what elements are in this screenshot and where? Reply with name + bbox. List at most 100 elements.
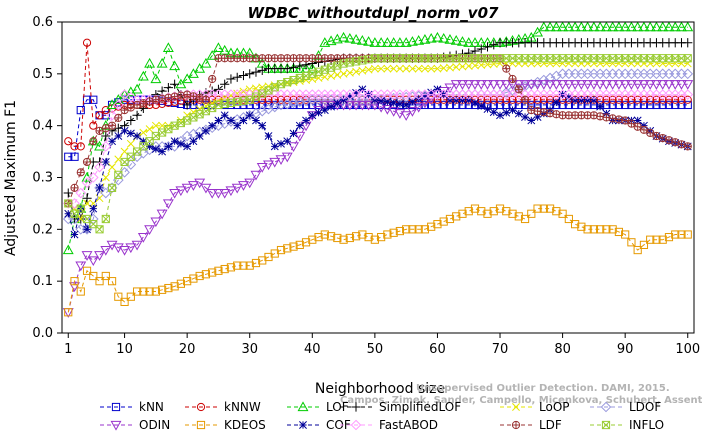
data-point	[444, 83, 456, 94]
data-point	[439, 100, 448, 110]
data-point	[489, 95, 498, 104]
data-point	[389, 64, 398, 73]
data-point	[195, 132, 204, 140]
legend-label: kNN	[139, 400, 164, 414]
data-point	[677, 230, 686, 239]
data-point	[194, 63, 206, 73]
legend-label: LDOF	[629, 400, 661, 414]
data-point	[508, 106, 517, 115]
data-point	[446, 63, 454, 72]
data-point	[257, 65, 267, 75]
data-point	[89, 95, 98, 104]
data-point	[676, 80, 687, 90]
data-point	[145, 125, 154, 134]
data-point	[164, 142, 173, 151]
data-point	[76, 142, 85, 151]
series-kdeos	[64, 204, 692, 317]
data-point	[502, 108, 511, 117]
data-point	[263, 103, 274, 115]
data-point	[245, 100, 254, 110]
data-point	[125, 243, 137, 254]
data-point	[495, 100, 505, 110]
data-point	[644, 21, 656, 32]
data-point	[614, 227, 624, 237]
data-point	[133, 132, 142, 140]
data-point	[370, 64, 379, 73]
legend-swatch-marker	[512, 403, 520, 411]
data-point	[106, 182, 118, 194]
data-point	[500, 87, 512, 98]
data-point	[264, 132, 273, 140]
data-point	[627, 95, 636, 104]
legend-item-knnw: kNNW	[185, 400, 261, 414]
data-point	[108, 163, 117, 172]
data-point	[70, 277, 79, 286]
data-point	[206, 50, 218, 60]
data-point	[120, 297, 129, 306]
data-point	[208, 268, 217, 277]
data-point	[589, 225, 598, 234]
data-point	[450, 35, 462, 45]
data-point	[220, 264, 229, 274]
legend-label: LoOP	[539, 400, 570, 414]
data-point	[119, 89, 130, 100]
data-point	[483, 105, 492, 114]
data-point	[563, 21, 575, 32]
data-point	[238, 181, 249, 191]
data-point	[621, 95, 630, 104]
data-point	[644, 80, 656, 90]
data-point	[212, 188, 224, 199]
data-point	[682, 89, 694, 100]
data-point	[82, 38, 92, 47]
data-point	[226, 74, 236, 84]
data-point	[633, 95, 642, 104]
data-point	[126, 129, 135, 138]
data-point	[201, 95, 211, 104]
data-point	[107, 121, 117, 130]
data-point	[539, 204, 548, 213]
x-tick-label: 60	[429, 342, 446, 357]
data-point	[75, 187, 87, 199]
data-point	[170, 282, 179, 291]
data-point	[219, 44, 231, 55]
data-point	[144, 225, 156, 235]
data-point	[671, 95, 680, 104]
data-point	[194, 178, 206, 189]
series-line	[67, 83, 688, 313]
data-point	[270, 95, 279, 104]
data-point	[658, 235, 667, 244]
data-point	[400, 37, 412, 47]
data-point	[545, 204, 555, 213]
data-point	[575, 80, 587, 90]
data-point	[608, 95, 617, 104]
data-point	[420, 91, 429, 100]
data-point	[377, 96, 386, 105]
data-point	[300, 95, 312, 107]
data-point	[189, 274, 198, 283]
legend-swatch-marker	[511, 420, 521, 430]
data-point	[669, 80, 681, 90]
y-tick-label: 0.3	[32, 171, 53, 186]
legend-item-inflo: INFLO	[590, 418, 664, 432]
data-point	[82, 193, 92, 203]
data-point	[183, 142, 192, 151]
data-point	[352, 67, 361, 76]
data-point	[144, 57, 156, 68]
data-point	[677, 95, 686, 104]
legend-item-loop: LoOP	[500, 400, 570, 414]
data-point	[539, 95, 548, 104]
data-point	[70, 152, 79, 161]
data-point	[132, 287, 142, 296]
data-point	[427, 100, 436, 110]
data-point	[613, 21, 625, 32]
data-point	[101, 173, 110, 182]
y-tick-label: 0.2	[32, 222, 53, 237]
data-point	[395, 226, 405, 236]
data-point	[82, 266, 92, 275]
data-point	[151, 121, 160, 130]
data-point	[245, 261, 254, 270]
data-point	[364, 233, 373, 242]
data-point	[569, 80, 581, 90]
data-point	[438, 32, 450, 43]
data-point	[81, 177, 93, 188]
